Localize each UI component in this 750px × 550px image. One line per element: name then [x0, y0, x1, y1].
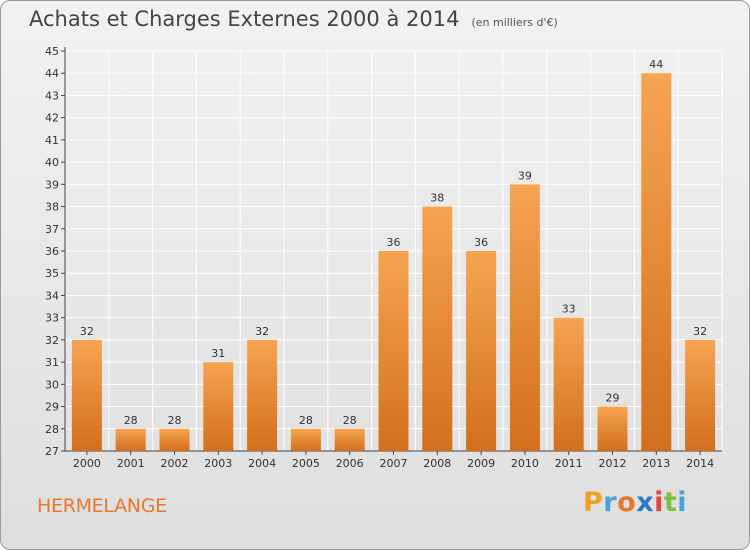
bar [378, 251, 409, 451]
value-labels: 32 28 28 31 32 28 28 36 38 36 39 33 29 44 32 [80, 58, 707, 427]
y-tick-label: 34 [45, 289, 59, 302]
x-tick-label: 2002 [161, 457, 189, 470]
y-tick-label: 37 [45, 223, 59, 236]
bar [422, 206, 453, 451]
logo-letter: P [583, 487, 604, 518]
bar [290, 428, 321, 451]
y-tick-label: 40 [45, 156, 59, 169]
value-label: 32 [80, 325, 94, 338]
y-tick-label: 36 [45, 245, 59, 258]
value-label: 44 [649, 58, 663, 71]
value-label: 28 [168, 414, 182, 427]
y-tick-label: 29 [45, 401, 59, 414]
x-tick-label: 2006 [336, 457, 364, 470]
chart-unit: (en milliers d'€) [471, 16, 558, 29]
x-tick-label: 2003 [204, 457, 232, 470]
y-tick-label: 38 [45, 201, 59, 214]
y-tick-label: 41 [45, 134, 59, 147]
value-label: 28 [124, 414, 138, 427]
value-label: 28 [343, 414, 357, 427]
x-tick-label: 2013 [642, 457, 670, 470]
y-tick-label: 32 [45, 334, 59, 347]
bar [466, 251, 497, 451]
value-label: 28 [299, 414, 313, 427]
value-label: 38 [430, 192, 444, 205]
y-tick-label: 43 [45, 89, 59, 102]
bar [71, 339, 102, 451]
y-tick-label: 30 [45, 378, 59, 391]
value-label: 39 [518, 169, 532, 182]
chart-title: Achats et Charges Externes 2000 à 2014 (e… [29, 7, 558, 31]
proxiti-logo: Proxiti [583, 487, 687, 518]
value-label: 31 [211, 347, 225, 360]
y-tick-label: 27 [45, 445, 59, 458]
bar [553, 317, 584, 451]
y-tick-label: 31 [45, 356, 59, 369]
logo-letter: t [663, 487, 678, 518]
x-tick-label: 2004 [248, 457, 276, 470]
value-label: 33 [562, 303, 576, 316]
value-label: 36 [474, 236, 488, 249]
logo-letter: o [617, 487, 637, 518]
y-tick-label: 35 [45, 267, 59, 280]
x-tick-label: 2012 [599, 457, 627, 470]
tick-labels: 27 28 29 30 31 32 33 34 35 36 37 38 39 40 41 42 43 44 45 20… [45, 45, 714, 470]
bar [159, 428, 190, 451]
y-tick-label: 44 [45, 67, 59, 80]
value-label: 32 [693, 325, 707, 338]
logo-letter: r [603, 487, 618, 518]
y-tick-label: 42 [45, 112, 59, 125]
logo-letter: i [677, 487, 688, 518]
bars [71, 73, 716, 452]
x-tick-label: 2005 [292, 457, 320, 470]
value-label: 32 [255, 325, 269, 338]
x-tick-label: 2001 [117, 457, 145, 470]
y-tick-label: 39 [45, 178, 59, 191]
logo-letter: x [636, 487, 655, 518]
y-tick-label: 28 [45, 423, 59, 436]
value-label: 36 [387, 236, 401, 249]
y-tick-label: 45 [45, 45, 59, 58]
x-tick-label: 2014 [686, 457, 714, 470]
x-tick-label: 2009 [467, 457, 495, 470]
chart-title-text: Achats et Charges Externes 2000 à 2014 [29, 7, 460, 31]
bar [203, 362, 234, 451]
bar [509, 184, 540, 452]
value-label: 29 [606, 392, 620, 405]
bar [334, 428, 365, 451]
y-tick-label: 33 [45, 312, 59, 325]
x-tick-label: 2010 [511, 457, 539, 470]
bar [597, 406, 628, 451]
x-tick-label: 2007 [380, 457, 408, 470]
x-tick-label: 2000 [73, 457, 101, 470]
bar [685, 339, 716, 451]
x-tick-label: 2008 [423, 457, 451, 470]
logo-letter: i [654, 487, 664, 518]
bar [247, 339, 278, 451]
bar [115, 428, 146, 451]
place-name: HERMELANGE [37, 495, 167, 517]
bar [641, 73, 672, 451]
x-tick-label: 2011 [555, 457, 583, 470]
